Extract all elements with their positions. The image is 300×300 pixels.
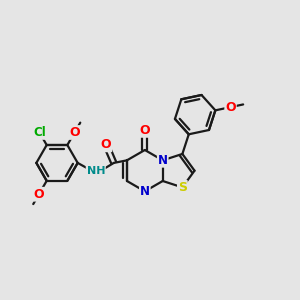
Text: Cl: Cl <box>33 126 46 139</box>
Text: N: N <box>140 185 150 198</box>
Text: O: O <box>101 138 111 151</box>
Text: O: O <box>69 126 80 139</box>
Text: O: O <box>140 124 150 137</box>
Text: S: S <box>178 181 187 194</box>
Text: O: O <box>225 100 236 114</box>
Text: N: N <box>158 154 168 167</box>
Text: O: O <box>34 188 44 201</box>
Text: NH: NH <box>86 166 105 176</box>
